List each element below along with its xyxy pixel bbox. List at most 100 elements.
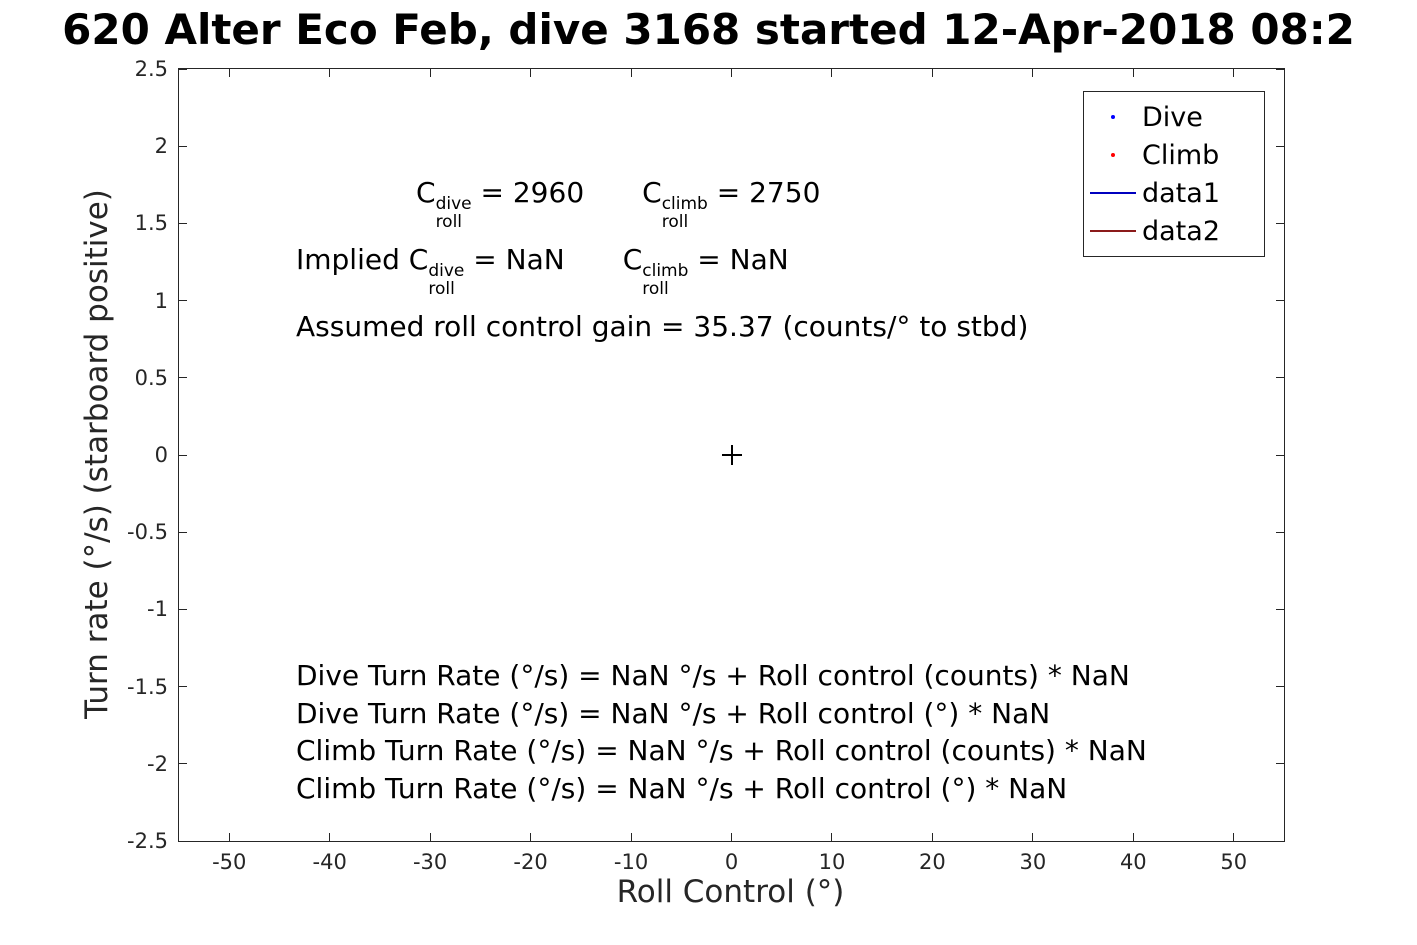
x-tick-label: -10 <box>613 850 649 874</box>
legend-item-dive: Dive <box>1084 98 1264 136</box>
y-tick-label: 0 <box>154 443 168 467</box>
line-sample-icon <box>1084 230 1142 232</box>
swatch-line <box>1090 230 1136 232</box>
y-tick <box>179 145 187 147</box>
y-tick-label: -1.5 <box>127 674 168 699</box>
y-tick <box>179 686 187 688</box>
x-tick <box>630 69 632 77</box>
y-tick <box>179 531 187 533</box>
x-tick-label: 30 <box>1019 850 1047 874</box>
y-tick <box>179 300 187 302</box>
annotation-line: Assumed roll control gain = 35.37 (count… <box>296 309 1029 343</box>
legend-item-climb: Climb <box>1084 136 1264 174</box>
y-tick <box>179 222 187 224</box>
y-tick <box>1276 608 1284 610</box>
swatch-dot <box>1111 153 1115 157</box>
y-tick-label: 1 <box>154 288 168 313</box>
swatch-line <box>1090 192 1136 194</box>
y-tick <box>1276 840 1284 842</box>
y-tick <box>1276 377 1284 379</box>
scatter-marker-icon <box>1084 115 1142 119</box>
x-tick-label: -50 <box>212 850 247 874</box>
supsub-script: climb roll <box>661 194 708 232</box>
x-tick <box>1132 69 1134 77</box>
annotation-line: Dive Turn Rate (°/s) = NaN °/s + Roll co… <box>296 659 1130 692</box>
y-tick <box>179 840 187 842</box>
y-tick <box>179 763 187 765</box>
legend-item-data2: data2 <box>1084 212 1264 250</box>
supsub-script: dive roll <box>428 260 465 299</box>
y-tick-label: 0.5 <box>134 365 168 390</box>
equation-annotations: Dive Turn Rate (°/s) = NaN °/s + Roll co… <box>296 657 1147 807</box>
x-tick <box>429 69 431 77</box>
x-tick <box>1233 69 1235 77</box>
y-tick-label: 2 <box>154 134 168 159</box>
x-tick <box>931 833 933 841</box>
y-tick-label: 1.5 <box>134 211 168 236</box>
x-tick <box>530 69 532 77</box>
x-tick <box>329 833 331 841</box>
x-tick <box>429 833 431 841</box>
x-tick <box>731 69 732 77</box>
x-tick-label: 40 <box>1119 850 1147 874</box>
x-tick <box>931 69 933 77</box>
x-tick <box>1032 833 1034 841</box>
x-tick <box>630 833 632 841</box>
y-axis-label: Turn rate (°/s) (starboard positive) <box>79 189 115 719</box>
legend: Dive Climb data1 data2 <box>1083 91 1265 257</box>
y-tick-label: -2 <box>147 751 168 776</box>
y-tick <box>1276 222 1284 224</box>
line-sample-icon <box>1084 192 1142 194</box>
x-tick <box>228 833 230 841</box>
y-tick-label: 2.5 <box>134 57 168 81</box>
origin-plus-marker <box>721 445 742 465</box>
y-tick <box>1276 763 1284 765</box>
x-tick-label: -20 <box>513 850 548 874</box>
x-tick-label: -30 <box>412 850 448 874</box>
x-tick <box>329 69 331 77</box>
supsub-script: climb roll <box>642 260 689 299</box>
x-tick <box>530 833 532 841</box>
x-tick <box>831 833 833 841</box>
y-tick <box>1276 68 1284 70</box>
x-tick <box>1132 833 1134 841</box>
y-tick <box>179 454 187 456</box>
x-tick-label: 50 <box>1220 850 1248 874</box>
scatter-marker-icon <box>1084 153 1142 157</box>
x-axis-label: Roll Control (°) <box>616 874 845 910</box>
y-tick-label: -2.5 <box>127 829 168 853</box>
swatch-dot <box>1111 115 1115 119</box>
y-tick <box>179 68 187 70</box>
chart-title: 620 Alter Eco Feb, dive 3168 started 12-… <box>62 5 1355 54</box>
x-tick-label: 0 <box>724 850 739 874</box>
y-tick <box>1276 686 1284 688</box>
x-tick <box>1233 833 1235 841</box>
y-tick <box>179 608 187 610</box>
supsub-script: dive roll <box>435 194 472 232</box>
y-tick-label: -1 <box>147 597 168 622</box>
legend-item-data1: data1 <box>1084 174 1264 212</box>
x-tick-label: -40 <box>312 850 347 874</box>
annotation-line: Climb Turn Rate (°/s) = NaN °/s + Roll c… <box>296 771 1068 805</box>
legend-item-label: Climb <box>1142 139 1220 171</box>
y-tick <box>179 377 187 379</box>
y-tick <box>1276 300 1284 302</box>
y-tick <box>1276 531 1284 533</box>
y-tick-label: -0.5 <box>127 520 168 545</box>
legend-item-label: data1 <box>1142 177 1220 209</box>
annotation-line: Dive Turn Rate (°/s) = NaN °/s + Roll co… <box>296 696 1051 730</box>
y-tick <box>1276 145 1284 147</box>
x-tick <box>228 69 230 77</box>
x-tick-label: 10 <box>818 850 846 874</box>
legend-item-label: Dive <box>1142 101 1203 133</box>
legend-item-label: data2 <box>1142 215 1220 247</box>
x-tick-label: 20 <box>919 850 946 874</box>
y-tick <box>1276 454 1284 456</box>
annotation-line: Climb Turn Rate (°/s) = NaN °/s + Roll c… <box>296 734 1147 767</box>
x-tick <box>731 833 732 841</box>
x-tick <box>1032 69 1034 77</box>
